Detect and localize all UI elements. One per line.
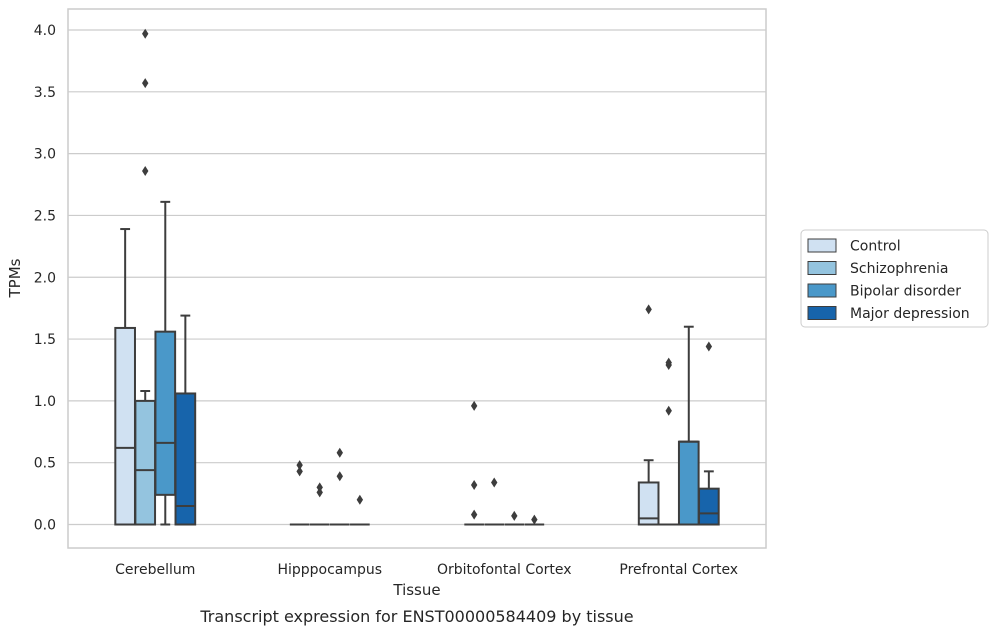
y-tick-label: 2.0 xyxy=(34,270,56,286)
outlier-point xyxy=(645,304,652,315)
box-schizophrenia xyxy=(484,477,505,526)
outlier-point xyxy=(142,165,149,176)
legend-label: Bipolar disorder xyxy=(850,284,961,300)
y-axis-title: TPMs xyxy=(6,258,24,298)
chart-caption: Transcript expression for ENST0000058440… xyxy=(199,607,633,626)
y-tick-label: 1.5 xyxy=(34,332,56,348)
box-bipolar-disorder xyxy=(504,510,525,526)
outlier-point xyxy=(511,510,518,521)
y-tick-label: 1.0 xyxy=(34,394,56,410)
outlier-point xyxy=(665,405,672,416)
outlier-point xyxy=(296,466,303,477)
outlier-point xyxy=(356,494,364,505)
box-major-depression xyxy=(350,494,370,526)
box-control xyxy=(289,460,310,526)
outlier-point xyxy=(296,460,303,471)
outlier-point xyxy=(705,341,713,352)
legend-swatch xyxy=(807,261,837,275)
box-bipolar-disorder xyxy=(329,447,350,526)
box xyxy=(698,487,720,526)
box xyxy=(134,399,157,526)
outlier-point xyxy=(491,477,498,488)
outlier-point xyxy=(470,400,478,411)
x-tick-label: Hipppocampus xyxy=(277,562,382,578)
box-schizophrenia xyxy=(309,482,330,526)
box-bipolar-disorder xyxy=(677,325,700,526)
outlier-point xyxy=(336,471,343,482)
x-axis-title: Tissue xyxy=(392,581,440,599)
outlier-point xyxy=(142,78,149,89)
box-groups xyxy=(114,28,720,526)
box xyxy=(114,326,136,526)
box xyxy=(154,330,177,496)
y-tick-labels: 0.0 0.5 1.0 1.5 2.0 2.5 3.0 3.5 4.0 xyxy=(34,23,56,533)
plot-border xyxy=(67,8,767,549)
outlier-point xyxy=(665,357,672,368)
box-major-depression xyxy=(698,341,720,526)
box-major-depression xyxy=(174,314,197,526)
legend-frame xyxy=(800,229,989,328)
y-tick-label: 4.0 xyxy=(34,23,56,39)
x-tick-label: Cerebellum xyxy=(115,562,195,578)
box-schizophrenia xyxy=(134,28,157,526)
box-schizophrenia xyxy=(658,357,679,526)
box xyxy=(677,440,700,526)
legend-label: Control xyxy=(850,239,901,255)
y-tick-label: 3.5 xyxy=(34,85,56,101)
legend: Control Schizophrenia Bipolar disorder Majo… xyxy=(800,229,989,328)
box-control xyxy=(637,304,660,526)
outlier-point xyxy=(336,447,343,458)
x-tick-labels: Cerebellum Hipppocampus Orbitofontal Corte… xyxy=(115,562,738,578)
legend-label: Schizophrenia xyxy=(850,261,948,277)
outlier-point xyxy=(142,28,149,39)
box-control xyxy=(464,400,484,526)
y-tick-label: 0.5 xyxy=(34,456,56,472)
legend-swatch xyxy=(807,306,837,320)
outlier-point xyxy=(531,514,538,525)
x-tick-label: Orbitofontal Cortex xyxy=(437,562,572,578)
y-tick-label: 3.0 xyxy=(34,147,56,163)
legend-label: Major depression xyxy=(850,306,970,322)
box-major-depression xyxy=(524,514,545,526)
legend-swatch xyxy=(807,238,837,253)
legend-swatch xyxy=(807,283,837,298)
x-tick-label: Prefrontal Cortex xyxy=(619,562,738,578)
plot-frame xyxy=(67,8,767,549)
box-control xyxy=(114,228,136,526)
box xyxy=(637,481,660,526)
outlier-point xyxy=(470,479,478,490)
outlier-point xyxy=(470,509,478,520)
box xyxy=(174,392,197,526)
box-bipolar-disorder xyxy=(154,200,177,526)
outlier-point xyxy=(316,482,323,493)
y-tick-label: 0.0 xyxy=(34,518,56,534)
y-tick-label: 2.5 xyxy=(34,208,56,224)
